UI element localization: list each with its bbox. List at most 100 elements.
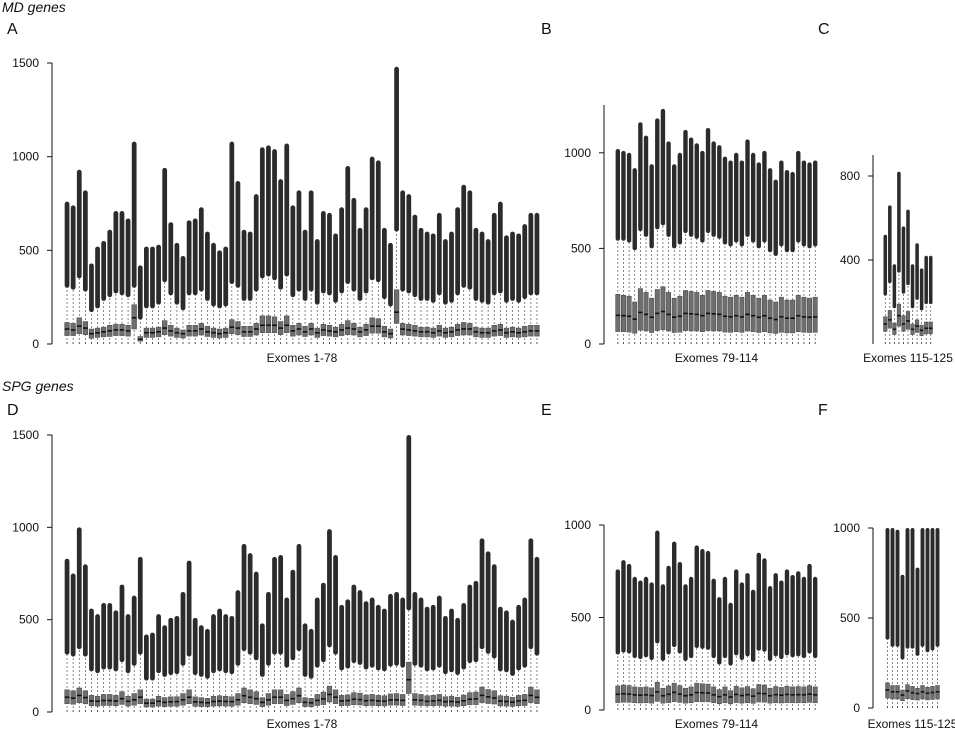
panel-a-outlier-column [455,207,460,296]
panel-a-outlier-column [229,141,235,285]
panel-a-exome-box [326,212,333,344]
panel-b-exome-box [722,156,728,344]
panel-d-exome-box [497,606,503,712]
panel-e-outlier-column [784,569,790,656]
panel-e-exome-box [671,541,677,710]
panel-b-iqr-box [767,299,773,334]
panel-b-outlier-column [643,135,649,237]
panel-b-outlier-column [739,160,745,247]
panel-d-exome-box [162,625,168,712]
panel-a-outlier-column [351,197,357,292]
panel-a-exome-box [284,143,290,344]
panel-e-outlier-column [790,574,795,658]
panel-a-exome-box [278,179,284,344]
panel-d-exome-box [186,560,192,712]
panel-f-y-tick-label: 1000 [833,521,860,535]
panel-d-outlier-column [473,580,479,663]
panel-a-exome-box [241,229,247,344]
panel-d-exome-box [314,597,320,712]
panel-b-iqr-box [694,292,700,332]
panel-a-outlier-column [205,231,210,301]
panel-d-exome-box [113,610,119,712]
panel-b-exome-box [677,152,683,344]
panel-e-outlier-column [688,576,694,659]
panel-c-y-tick-label: 400 [840,253,860,267]
panel-a-outlier-column [382,227,387,300]
panel-d-exome-box [448,608,455,712]
panel-d-outlier-column [485,551,491,654]
panel-a-iqr-box [265,315,272,334]
panel-a-outlier-column [125,218,131,298]
panel-d-exome-box [253,571,259,712]
panel-d-outlier-column [192,617,198,676]
panel-a-exome-box [516,233,522,344]
panel-b-outlier-column [621,150,626,241]
panel-a-outlier-column [241,229,247,301]
panel-d-outlier-column [510,619,515,676]
panel-a-exome-box [534,212,540,344]
panel-b-iqr-box [643,292,649,332]
panel-b-exome-box [711,141,717,344]
panel-e-outlier-column [638,580,643,660]
panel-b-outlier-column [615,148,621,241]
panel-f-exome-box [900,574,905,708]
panel-a-exome-box [497,201,503,344]
panel-d-exome-box [259,623,265,712]
panel-d-exome-box [406,435,412,712]
panel-d-exome-box [528,538,534,712]
panel-a-outlier-column [406,194,412,294]
panel-d-exome-box [101,603,107,712]
panel-d-exome-box [247,553,253,712]
panel-c-exome-box [910,264,915,344]
panel-d-exome-box [290,569,296,712]
panel-f-outlier-column [885,528,890,640]
panel-a-outlier-column [278,179,284,290]
panel-a-outlier-column [76,169,82,279]
panel-e-exome-box [677,562,683,710]
panel-d-exome-box [216,608,223,712]
panel-d-outlier-column [534,556,540,656]
panel-c-outlier-column [910,264,915,309]
panel-d-outlier-column [290,569,296,661]
panel-d-exome-box [430,604,436,712]
panel-a-outlier-column [327,212,332,296]
panel-d-outlier-column [351,584,357,664]
panel-b-outlier-column [790,171,795,253]
panel-b-outlier-column [626,152,632,243]
panel-e-exome-box [705,550,711,710]
panel-e-exome-box [812,576,818,710]
panel-f-outlier-column [890,528,895,647]
panel-d-x-axis-title: Exomes 1-78 [267,717,338,731]
panel-a-exome-box [473,227,479,344]
panel-a-exome-box [149,246,156,344]
panel-b-iqr-box [784,299,790,334]
panel-d-exome-box [149,632,156,712]
panel-d-exome-box [516,604,522,712]
panel-d-exome-box [400,597,406,712]
panel-b-outlier-column [812,160,818,247]
panel-a-exome-box [339,207,345,344]
panel-a-outlier-column [375,160,381,283]
panel-a-boxplot: 0 500 1000 1500 Exomes 1-78 [12,56,540,365]
panel-b-exome-box [699,150,705,344]
panel-c-outlier-column [919,268,924,311]
panel-a-exome-box [180,255,186,344]
panel-a-outlier-column [180,255,186,311]
panel-d-outlier-column [296,543,302,652]
panel-a-outlier-column [101,240,107,301]
panel-a-exome-box [229,141,235,344]
panel-e-exome-box [722,576,728,710]
panel-a-exome-box [424,231,430,344]
panel-b-boxplot: 0 500 1000 Exomes 79-114 [564,105,818,365]
panel-a-outlier-column [259,147,265,279]
panel-f-y-tick-label: 0 [853,701,860,715]
panel-f-exome-box [930,528,935,708]
panel-d-exome-box [125,614,131,712]
panel-e-exome-box [801,576,807,710]
panel-b-outlier-column [672,164,677,249]
panel-a-exome-box [64,201,70,344]
panel-c-exome-box [892,264,897,344]
panel-d-outlier-column [131,595,137,666]
panel-letter-f: F [818,402,828,419]
panel-e-exome-box [750,589,756,710]
